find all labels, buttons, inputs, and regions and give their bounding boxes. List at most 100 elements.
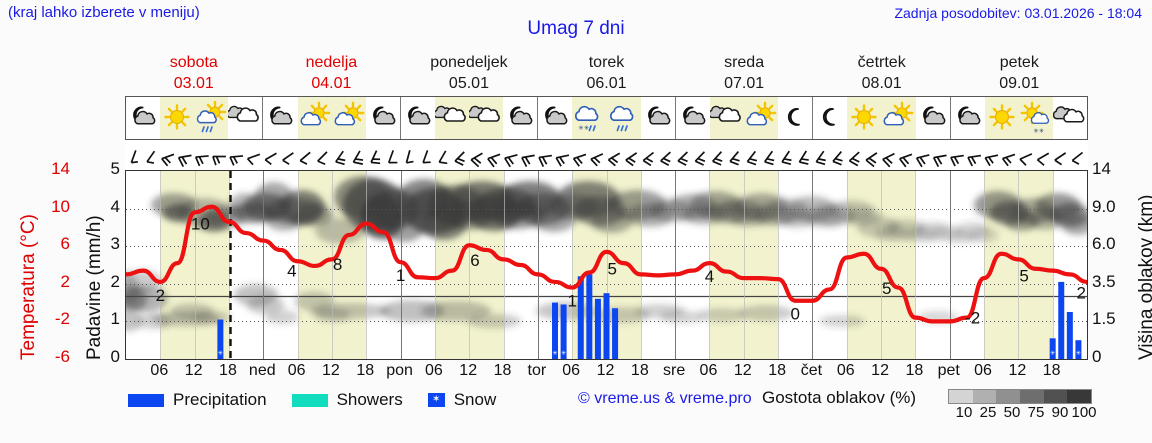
day-date: 07.01 — [724, 75, 765, 92]
precipitation-swatch — [128, 393, 164, 407]
forecast-plot: ✳ ✳ ✳ ✳ ✳ 2 10 4 8 1 6 1 5 4 0 5 -2 5 2 — [125, 170, 1088, 360]
weather-icon-moon-cloud — [674, 97, 710, 139]
time-tick-25: 12 — [1008, 362, 1027, 379]
time-tick-12: 06 — [562, 362, 581, 379]
time-tick-23: pet — [937, 362, 960, 379]
weather-icon-sun — [847, 97, 882, 139]
time-tick-17: 12 — [733, 362, 752, 379]
weather-icon-row: ✳ ✳ ✳ ✳ — [125, 96, 1088, 140]
precipitation-axis-ticks: 5 4 3 2 1 0 — [100, 159, 120, 366]
time-tick-11: tor — [527, 362, 547, 379]
svg-text:✳: ✳ — [218, 350, 223, 357]
weather-icon-moon-cloud — [949, 97, 985, 139]
day-name: sobota — [169, 54, 218, 71]
svg-text:6: 6 — [470, 251, 479, 270]
time-tick-13: 12 — [596, 362, 615, 379]
cloud-tick-1: 9.0 — [1092, 196, 1116, 216]
time-tick-18: 18 — [768, 362, 786, 379]
cloud-density-step-3 — [1020, 390, 1044, 403]
weather-icon-moon-cloud — [262, 97, 297, 139]
day-name: nedelja — [305, 54, 358, 71]
weather-icon-moon-cloud — [399, 97, 435, 139]
cloud-tick-0: 14 — [1092, 159, 1111, 178]
copyright-link[interactable]: © vreme.us & vreme.pro — [578, 390, 752, 407]
cloud-density-step-5 — [1067, 390, 1092, 403]
snow-legend-label: Snow — [453, 390, 497, 409]
location-hint: (kraj lahko izberete v meniju) — [8, 4, 200, 21]
weather-icon-moon-cloud — [366, 97, 400, 139]
time-tick-21: 12 — [871, 362, 889, 379]
time-tick-19: čet — [800, 362, 823, 379]
day-name: četrtek — [857, 54, 906, 71]
svg-text:5: 5 — [607, 260, 616, 279]
svg-text:✳: ✳ — [579, 124, 585, 132]
cloud-density-step-1 — [972, 390, 997, 403]
cloud-tick-5: 0 — [1092, 347, 1102, 366]
precipitation-tick-4: 1 — [110, 309, 120, 329]
cloud-height-axis-ticks: 14 9.0 6.0 3.5 1.5 0 — [1092, 159, 1138, 366]
temperature-tick-4: -2 — [54, 309, 70, 329]
day-header-petek: petek 09.01 — [950, 52, 1088, 96]
day-header-ponedeljek: ponedeljek 05.01 — [400, 52, 538, 96]
weather-icon-sun-cloud — [297, 97, 332, 139]
cloud-tick-3: 3.5 — [1092, 271, 1116, 291]
time-tick-1: 12 — [184, 362, 203, 379]
time-tick-20: 06 — [836, 362, 855, 379]
cloud-density-step-0 — [949, 390, 973, 403]
weather-icon-sun — [984, 97, 1019, 139]
time-tick-16: 06 — [699, 362, 718, 379]
cloud-density-step-4 — [1043, 390, 1068, 403]
weather-icon-sun-cloud-snow: ✳ ✳ — [1018, 97, 1053, 139]
svg-text:4: 4 — [705, 267, 714, 286]
svg-text:✳: ✳ — [1076, 350, 1081, 357]
svg-text:✳: ✳ — [1050, 350, 1055, 357]
time-axis-ticks: 06 12 18 ned 06 12 18 pon 06 12 18 tor 06 12 18 sre 06 12… — [125, 362, 1088, 386]
time-tick-4: 06 — [287, 362, 306, 379]
precipitation-tick-0: 5 — [110, 159, 120, 178]
svg-text:1: 1 — [567, 292, 576, 311]
weather-icon-moon-cloud — [126, 97, 160, 139]
weather-icon-moon-cloud — [641, 97, 675, 139]
day-date: 04.01 — [311, 75, 352, 92]
day-date: 03.01 — [173, 75, 214, 92]
cloud-tick-4: 1.5 — [1092, 309, 1116, 329]
time-tick-22: 18 — [905, 362, 924, 379]
weather-icon-cloud — [469, 97, 504, 139]
svg-text:2: 2 — [156, 286, 165, 305]
cloud-height-axis-title: Višina oblakov (km) — [1136, 194, 1152, 360]
weather-icon-cloud-snow-rain: ✳ ✳ — [572, 97, 607, 139]
day-date: 08.01 — [861, 75, 902, 92]
weather-icon-cloud — [228, 97, 262, 139]
svg-text:5: 5 — [1019, 266, 1028, 285]
weather-icon-sun-cloud — [743, 97, 779, 139]
temperature-tick-0: 14 — [51, 159, 70, 178]
wind-barb-row — [125, 140, 1088, 170]
temperature-axis-ticks: 14 10 6 2 -2 -6 — [34, 159, 70, 366]
day-header-row: sobota 03.01 nedelja 04.01 ponedeljek 05.01 to… — [125, 52, 1088, 96]
temperature-tick-1: 10 — [51, 196, 70, 216]
svg-text:5: 5 — [882, 279, 891, 298]
day-name: sreda — [724, 54, 765, 71]
time-tick-5: 12 — [322, 362, 340, 379]
snow-swatch — [427, 393, 445, 407]
cloud-density-label-3: 75 — [1027, 404, 1045, 421]
time-tick-24: 06 — [974, 362, 992, 379]
day-header-četrtek: četrtek 08.01 — [813, 52, 951, 96]
day-date: 09.01 — [999, 75, 1040, 92]
precipitation-tick-3: 2 — [110, 271, 120, 291]
time-tick-14: 18 — [630, 362, 649, 379]
weather-icon-cloud-snow — [1053, 97, 1087, 139]
svg-text:✳: ✳ — [553, 350, 558, 357]
svg-text:-2: -2 — [965, 308, 980, 327]
day-name: ponedeljek — [430, 54, 508, 71]
time-tick-26: 18 — [1042, 362, 1061, 379]
series-legend: Precipitation Showers Snow — [128, 388, 496, 412]
day-header-sreda: sreda 07.01 — [675, 52, 813, 96]
day-date: 06.01 — [586, 75, 627, 92]
weather-icon-moon-cloud — [537, 97, 572, 139]
weather-icon-cloud-rain — [606, 97, 641, 139]
cloud-density-label-1: 25 — [979, 404, 997, 421]
weather-icon-moon-cloud — [503, 97, 537, 139]
time-tick-6: 18 — [356, 362, 375, 379]
svg-text:10: 10 — [191, 214, 210, 233]
